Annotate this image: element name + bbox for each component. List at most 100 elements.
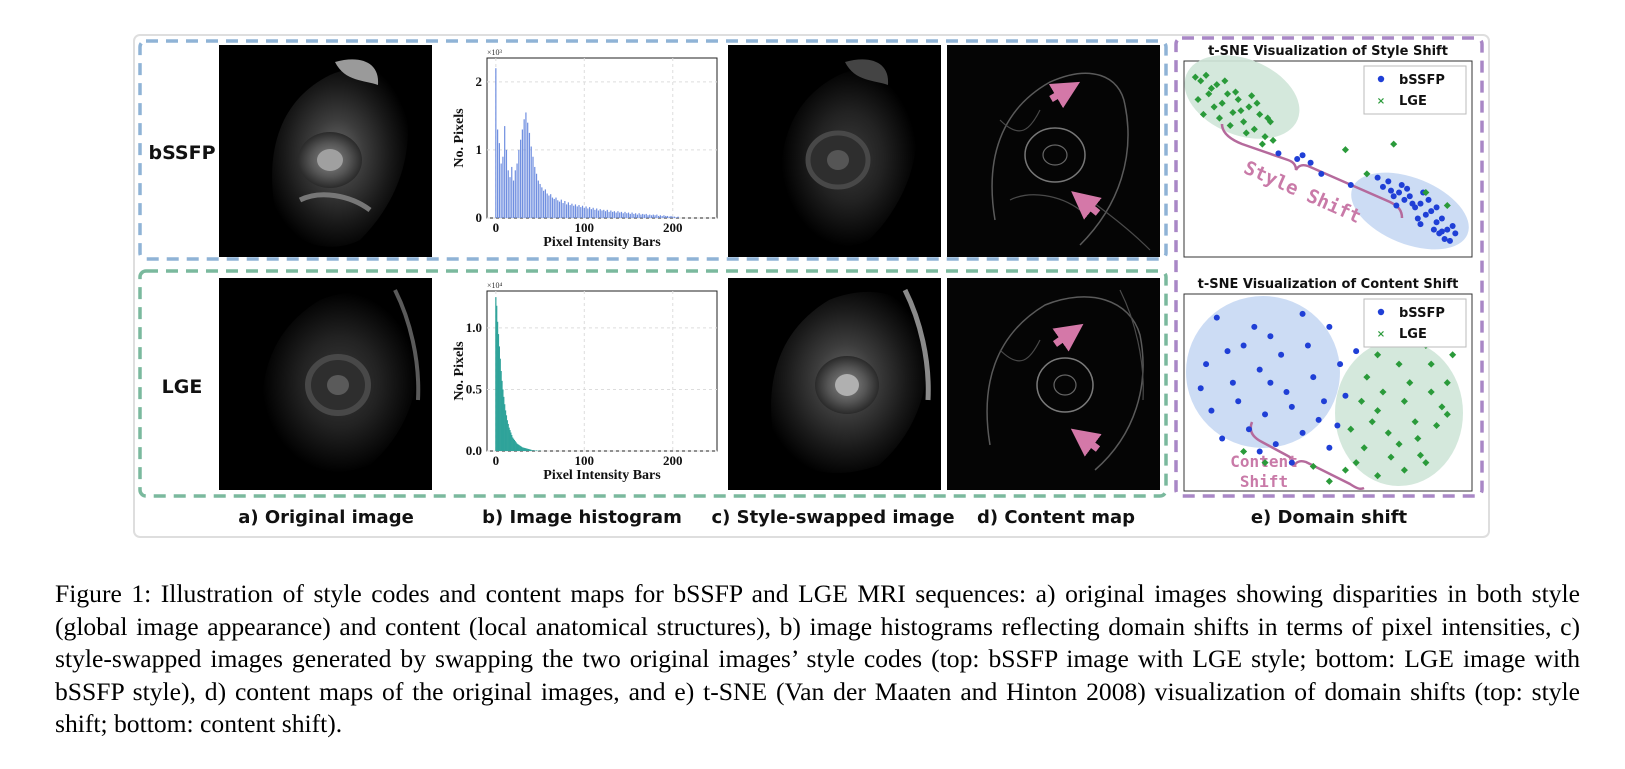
content-arrow-1 — [1048, 81, 1081, 109]
hist-bssfp-bar — [505, 149, 508, 218]
hist-bssfp-bar — [502, 156, 504, 218]
hist-lge-bar — [513, 439, 516, 451]
hist-lge-bar — [520, 446, 523, 451]
hist-bssfp-bar — [668, 216, 670, 218]
hist-lge-bar — [526, 448, 528, 451]
bssfp-point — [1318, 170, 1325, 177]
hist-bssfp-bar — [546, 193, 548, 218]
bssfp-point — [1374, 174, 1381, 181]
bssfp-point — [1404, 185, 1411, 192]
hist-bssfp-bar — [537, 180, 539, 218]
hist-bssfp-bar — [606, 209, 608, 218]
bssfp-point — [1262, 411, 1269, 418]
hist-bssfp-bar — [636, 214, 638, 218]
hist-bssfp-bar — [622, 213, 624, 218]
bssfp-point — [1441, 235, 1448, 242]
hist-bssfp-bar — [652, 214, 654, 218]
hist-lge-bar — [524, 448, 526, 451]
hist-bssfp-bar — [511, 166, 513, 218]
hist-bssfp-bar — [555, 197, 557, 218]
hist-lge-bar — [495, 297, 497, 451]
bssfp-point — [1197, 385, 1204, 392]
panel-label-a: a) Original image — [238, 507, 414, 528]
bssfp-point — [1299, 429, 1306, 436]
content-arrow-4 — [1070, 428, 1102, 457]
style-swapped-image-lge — [728, 278, 941, 490]
content-map-bssfp — [947, 45, 1160, 257]
hist-bssfp-bar — [518, 149, 520, 218]
legend-bssfp-label: bSSFP — [1399, 73, 1445, 88]
hist-lge-bar — [497, 334, 500, 451]
hist-bssfp-bar — [626, 213, 628, 218]
hist-lge-bar — [525, 448, 527, 451]
bssfp-point — [1267, 333, 1274, 340]
hist-bssfp-bar — [564, 200, 566, 218]
bssfp-point — [1342, 392, 1349, 399]
hist-bssfp-bar — [604, 211, 607, 218]
hist-lge-bar — [522, 447, 524, 451]
hist-lge-bar — [510, 432, 512, 451]
hist-lge-y-tick-label: 0.5 — [466, 381, 483, 396]
hist-bssfp-bar — [617, 211, 619, 218]
legend-dot-icon — [1377, 75, 1385, 83]
hist-lge-bar — [523, 447, 525, 451]
bssfp-point — [1256, 448, 1263, 455]
hist-lge-bar — [499, 358, 501, 451]
bssfp-point — [1449, 222, 1456, 229]
hist-lge-bar — [511, 435, 513, 451]
bssfp-content-cluster-shade — [1186, 296, 1340, 448]
hist-bssfp-bar — [615, 212, 617, 218]
tsne-style-legend: bSSFP × LGE — [1363, 65, 1467, 115]
row-label-lge: LGE — [162, 376, 203, 398]
hist-bssfp-bar — [633, 213, 635, 218]
bssfp-point — [1321, 398, 1327, 405]
hist-bssfp-bar — [624, 211, 626, 218]
hist-bssfp-bar — [539, 183, 541, 218]
hist-bssfp-bar — [596, 208, 598, 218]
hist-lge-bar — [527, 448, 529, 451]
hist-lge-bar — [512, 438, 515, 451]
bssfp-point — [1288, 403, 1295, 410]
hist-lge-bar — [500, 371, 502, 451]
domain-shift-border — [1174, 36, 1484, 498]
hist-bssfp-bar — [647, 215, 649, 218]
bssfp-point — [1390, 193, 1397, 200]
bssfp-point — [1428, 208, 1435, 215]
legend-bssfp-label: bSSFP — [1399, 306, 1445, 321]
hist-lge-bar — [497, 321, 499, 451]
original-image-lge — [219, 278, 432, 490]
bssfp-point — [1294, 156, 1301, 162]
hist-lge-bar — [515, 442, 517, 451]
bssfp-point — [1430, 226, 1437, 233]
bssfp-point — [1438, 228, 1445, 235]
hist-bssfp-bar — [521, 129, 523, 218]
hist-bssfp-bar — [585, 206, 587, 218]
bssfp-point — [1433, 219, 1440, 226]
hist-bssfp-bar — [509, 177, 511, 218]
hist-lge-y-axis-label: No. Pixels — [452, 341, 467, 401]
legend-dot-icon — [1377, 308, 1385, 316]
hist-bssfp-bar — [640, 214, 642, 218]
bssfp-point — [1245, 426, 1252, 433]
histogram-bssfp: 0 100 200 0 1 2 ×10³ Pixel Intensity Bars No. Pi… — [452, 48, 718, 250]
hist-bssfp-bar — [587, 208, 589, 218]
tsne-content-title: t-SNE Visualization of Content Shift — [1198, 277, 1459, 292]
hist-bssfp-bar — [551, 197, 554, 218]
hist-lge-bar — [532, 450, 534, 451]
hist-bssfp-bar — [599, 209, 601, 218]
bssfp-point — [1251, 323, 1258, 330]
hist-lge-y-tick-label: 1.0 — [466, 320, 482, 335]
hist-bssfp-bar — [613, 211, 615, 218]
bssfp-point — [1256, 366, 1263, 373]
hist-lge-bar — [512, 437, 514, 451]
hist-lge-bar — [502, 389, 504, 451]
hist-lge-bar — [506, 420, 508, 451]
hist-lge-bar — [504, 410, 507, 451]
hist-bssfp-bar — [631, 212, 633, 218]
hist-lge-bar — [529, 449, 531, 451]
bssfp-point — [1438, 215, 1445, 222]
hist-lge-x-tick-label: 200 — [663, 453, 683, 468]
hist-bssfp-bar — [666, 215, 669, 218]
bssfp-point — [1310, 374, 1317, 381]
content-arrow-3 — [1052, 323, 1084, 352]
